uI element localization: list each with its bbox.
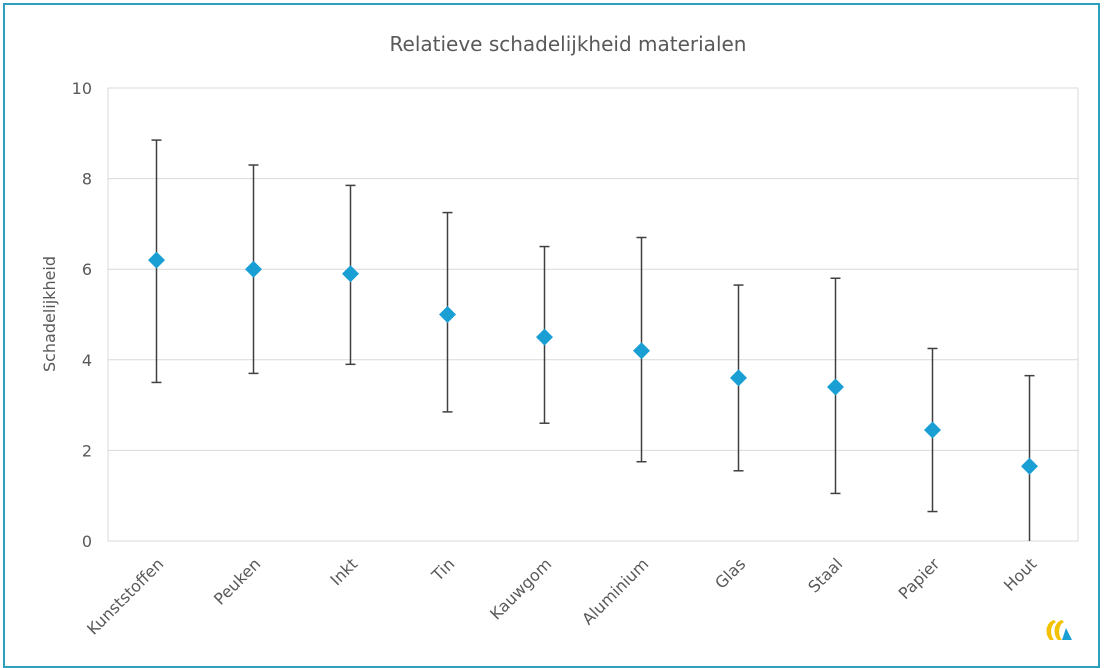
data-point [1021, 457, 1038, 475]
x-tick-label: Kauwgom [486, 554, 555, 623]
y-tick-labels: 0 2 4 6 8 10 [72, 79, 92, 551]
data-point [633, 342, 650, 360]
x-tick-label: Tin [427, 554, 458, 585]
y-tick-label: 4 [82, 351, 92, 370]
data-point [245, 260, 262, 278]
gridlines [107, 87, 1079, 542]
y-tick-label: 2 [82, 441, 92, 460]
x-tick-label: Hout [1000, 554, 1040, 594]
data-point [439, 306, 456, 323]
x-tick-label: Peuken [210, 554, 264, 608]
x-tick-label: Kunststoffen [83, 554, 167, 638]
y-tick-label: 0 [82, 532, 92, 551]
data-point [924, 421, 941, 439]
x-tick-label: Papier [895, 554, 944, 603]
data-point [536, 328, 553, 346]
x-tick-label: Staal [804, 554, 846, 596]
data-point [730, 369, 747, 387]
x-tick-label: Inkt [326, 554, 361, 589]
y-tick-label: 6 [82, 260, 92, 279]
error-bars [151, 139, 1035, 541]
y-axis-label: Schadelijkheid [40, 256, 59, 372]
data-point [342, 265, 359, 283]
x-tick-label: Glas [711, 554, 749, 592]
data-point [827, 378, 844, 396]
chart-frame [3, 3, 1100, 668]
y-tick-label: 10 [72, 79, 92, 98]
x-tick-label: Aluminium [578, 554, 652, 628]
data-points [148, 251, 1038, 475]
chart-title: Relatieve schadelijkheid materialen [390, 32, 747, 56]
y-tick-label: 8 [82, 170, 92, 189]
x-tick-labels: Kunststoffen Peuken Inkt Tin Kauwgom Aluminiu… [83, 554, 1040, 638]
data-point [148, 251, 165, 269]
logo-icon [1046, 620, 1072, 640]
